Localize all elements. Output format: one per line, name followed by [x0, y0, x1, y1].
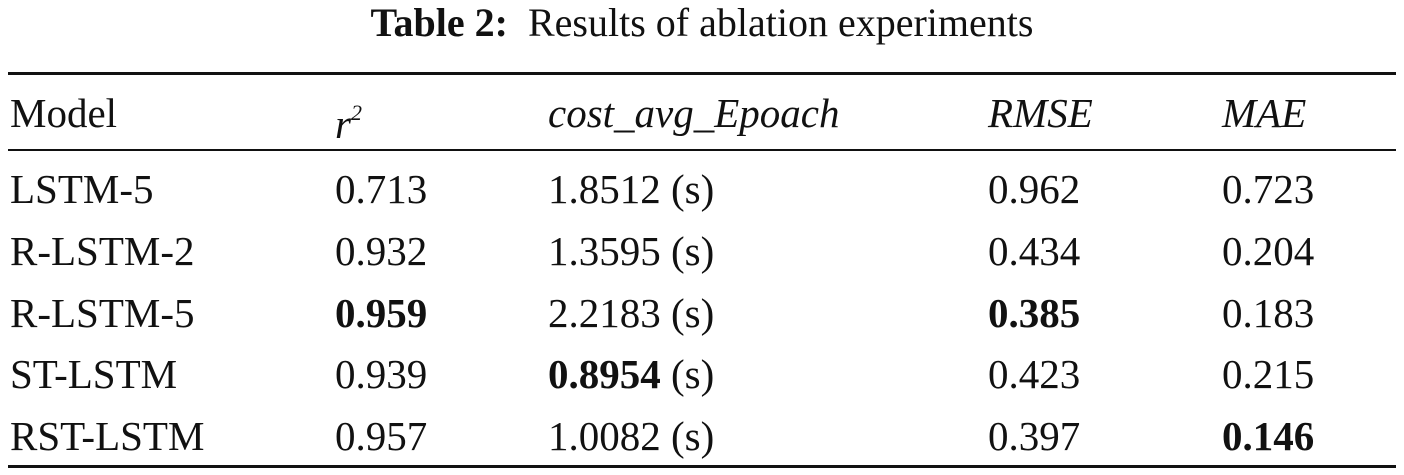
header-cell: MAE	[1222, 90, 1307, 136]
table-cell: 0.8954 (s)	[548, 349, 714, 399]
table-cell: 0.932	[335, 228, 428, 274]
bottom-rule	[8, 465, 1396, 468]
table-caption: Table 2: Results of ablation experiments	[0, 0, 1404, 46]
table-cell: 0.183	[1222, 290, 1315, 336]
table-cell: 0.146	[1222, 413, 1315, 459]
cell-unit: (s)	[671, 351, 715, 397]
header-cell: cost_avg_Epoach	[548, 90, 840, 136]
table-cell: 0.397	[988, 413, 1081, 459]
cell-unit: (s)	[671, 228, 715, 274]
header-cell: RMSE	[988, 90, 1093, 136]
table-cell: R-LSTM-2	[10, 228, 195, 274]
cell-unit: (s)	[671, 413, 715, 459]
table-cell: 1.8512 (s)	[548, 164, 714, 214]
table-cell: 0.962	[988, 166, 1081, 212]
caption-text: Results of ablation experiments	[528, 0, 1034, 45]
table-cell: RST-LSTM	[10, 413, 205, 459]
table-cell: 0.723	[1222, 166, 1315, 212]
cell-unit: (s)	[671, 290, 715, 336]
caption-label: Table 2:	[370, 0, 508, 45]
cell-number: 2.2183	[548, 290, 661, 336]
header-base: r	[335, 101, 351, 147]
header-sup: 2	[350, 100, 362, 125]
table-cell: ST-LSTM	[10, 351, 178, 397]
cell-unit: (s)	[671, 166, 715, 212]
cell-number: 1.0082	[548, 413, 661, 459]
table-cell: LSTM-5	[10, 166, 154, 212]
header-cell: Model	[10, 90, 118, 136]
table-cell: 0.957	[335, 413, 428, 459]
cell-number: 1.8512	[548, 166, 661, 212]
table-cell: 0.423	[988, 351, 1081, 397]
table-cell: 0.939	[335, 351, 428, 397]
header-rule	[8, 149, 1396, 151]
table-cell: R-LSTM-5	[10, 290, 195, 336]
table-cell: 0.385	[988, 290, 1081, 336]
table-cell: 0.434	[988, 228, 1081, 274]
table-cell: 1.3595 (s)	[548, 226, 714, 276]
table-cell: 0.215	[1222, 351, 1315, 397]
cell-number: 0.8954	[548, 351, 661, 397]
cell-number: 1.3595	[548, 228, 661, 274]
table-cell: 1.0082 (s)	[548, 411, 714, 461]
table-cell: 0.204	[1222, 228, 1315, 274]
top-rule	[8, 72, 1396, 75]
table-cell: 0.713	[335, 166, 428, 212]
header-cell: r2	[335, 88, 362, 149]
table-cell: 0.959	[335, 290, 428, 336]
table-cell: 2.2183 (s)	[548, 288, 714, 338]
